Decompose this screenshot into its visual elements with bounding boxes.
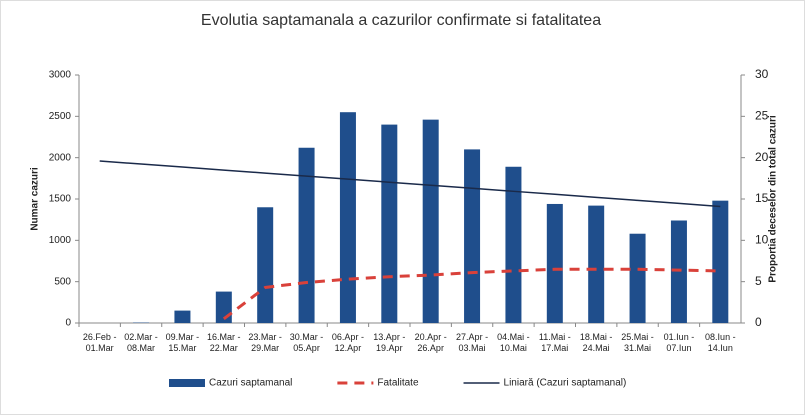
- bar: [257, 207, 274, 323]
- y2-tick-label: 20: [755, 150, 769, 164]
- y2-tick-label: 30: [755, 67, 769, 81]
- y2-tick-label: 0: [755, 315, 762, 329]
- x-tick-label: 27.Apr - 03.Mai: [456, 332, 489, 353]
- x-tick-label: 09.Mar - 15.Mar: [165, 332, 200, 353]
- bar: [174, 310, 191, 323]
- y-axis-label: Numar cazuri: [30, 167, 41, 231]
- x-tick-label: 08.Iun - 14.Iun: [705, 332, 736, 353]
- line: [222, 267, 721, 321]
- y-tick-label: 500: [54, 276, 71, 287]
- bar: [464, 149, 481, 323]
- bar: [298, 147, 315, 323]
- x-tick-label: 25.Mai - 31.Mai: [621, 332, 654, 353]
- bar: [339, 112, 356, 323]
- x-tick-label: 26.Feb - 01.Mar: [82, 332, 117, 353]
- bar: [546, 203, 563, 323]
- y2-tick-label: 25: [755, 109, 769, 123]
- x-tick-label: 18.Mai - 24.Mai: [579, 332, 613, 353]
- x-tick-label: 13.Apr - 19.Apr: [373, 332, 406, 353]
- y-tick-label: 1000: [49, 235, 72, 246]
- y-tick-label: 1500: [49, 194, 72, 205]
- y-tick-label: 2000: [49, 152, 72, 163]
- chart-title: Evolutia saptamanala a cazurilor confirm…: [201, 12, 601, 29]
- y2-tick-label: 15: [755, 191, 769, 205]
- bar: [712, 200, 729, 323]
- bar: [588, 205, 605, 323]
- x-tick-label: 20.Apr - 26.Apr: [414, 332, 447, 353]
- x-tick-label: 06.Apr - 12.Apr: [331, 332, 364, 353]
- y2-axis-label: Proportia deceselor din total cazuri: [768, 115, 779, 282]
- bar: [670, 220, 687, 323]
- x-tick-label: 11.Mai - 17.Mai: [538, 332, 571, 353]
- x-tick-label: 01.Iun - 07.Iun: [663, 332, 695, 353]
- line: [99, 160, 721, 208]
- y-tick-label: 0: [65, 318, 71, 329]
- bar: [381, 124, 398, 323]
- legend-label: Cazuri saptamanal: [209, 378, 292, 389]
- x-tick-label: 16.Mar - 22.Mar: [207, 332, 241, 353]
- y2-tick-label: 10: [755, 233, 769, 247]
- x-tick-label: 23.Mar - 29.Mar: [248, 332, 282, 353]
- y-tick-label: 3000: [49, 70, 72, 81]
- y-tick-label: 2500: [49, 111, 72, 122]
- bar: [505, 166, 522, 323]
- x-tick-label: 04.Mai - 10.Mai: [497, 332, 530, 353]
- bar: [629, 233, 646, 323]
- legend-label: Liniară (Cazuri saptamanal): [504, 378, 627, 389]
- legend-swatch: [169, 379, 205, 387]
- x-tick-label: 30.Mar - 05.Apr: [289, 332, 324, 353]
- y2-tick-label: 5: [755, 274, 762, 288]
- x-tick-label: 02.Mar - 08.Mar: [124, 332, 158, 353]
- legend-label: Fatalitate: [377, 378, 419, 389]
- bar: [422, 119, 439, 323]
